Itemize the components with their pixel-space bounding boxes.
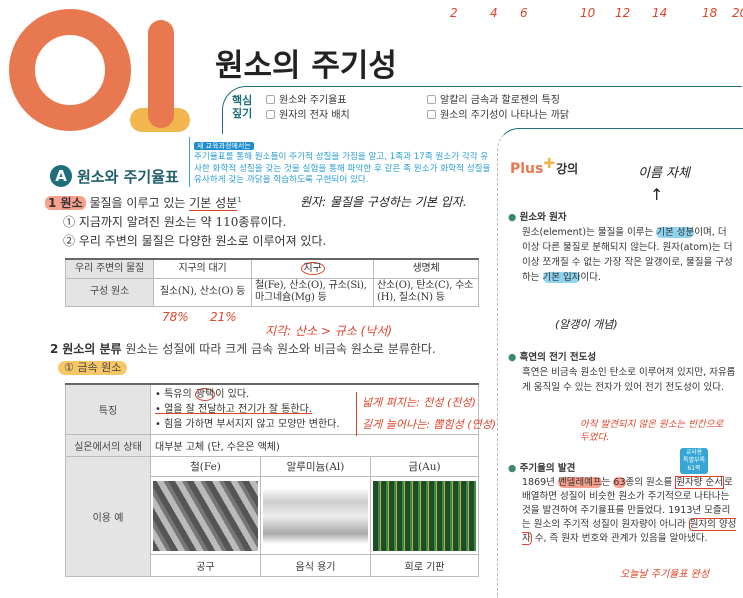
core-item[interactable]: 원자의 전자 배치 — [266, 108, 350, 123]
section-heading: A 원소와 주기율표 — [50, 165, 179, 187]
plus-note-1: ● 원소와 원자 원소(element)는 물질을 이루는 기본 성분이며, 더… — [508, 212, 733, 283]
section-badge: A — [50, 165, 72, 187]
handwritten-undiscovered-note: 아직 발견되지 않은 원소는 빈칸으로 두었다. — [580, 419, 724, 443]
metal-table: 특징 • 특유의 광택이 있다. • 열을 잘 전달하고 전기가 잘 통한다. … — [65, 383, 480, 577]
core-list-right: 알칼리 금속과 할로젠의 특징 원소의 주기성이 나타나는 까닭 — [427, 93, 569, 123]
handwritten-particle-note: (알갱이 개념) — [555, 318, 618, 331]
food-container-image — [263, 480, 368, 551]
metal-subheading: ① 금속 원소 — [58, 361, 128, 375]
page-title: 원소의 주기성 — [215, 48, 397, 84]
tools-image — [153, 480, 258, 551]
circuit-board-image — [373, 480, 477, 551]
core-item[interactable]: 원소와 주기율표 — [266, 93, 350, 108]
plus-note-3: ● 주기율의 발견 1869년 멘델레예프는 63종의 원소를 원자량 순서로 … — [508, 463, 737, 545]
plus-note-2: ● 흑연의 전기 전도성 흑연은 비금속 원소인 탄소로 이루어져 있지만, 자… — [508, 352, 736, 393]
side-column-border — [497, 128, 743, 598]
item1-points: ① 지금까지 알려진 원소는 약 110종류이다. ② 우리 주변의 물질은 다양… — [63, 215, 327, 248]
handwritten-name-itself: 이름 자체 — [638, 166, 690, 181]
teacher-supplement-badge: 교사용 특별부록 61쪽 — [680, 448, 708, 474]
item2-heading: 2 원소의 분류 원소는 성질에 따라 크게 금속 원소와 비금속 원소로 분류… — [50, 342, 436, 356]
handwritten-oxygen-percent: 21% — [210, 310, 237, 324]
item1-definition: 1 원소 물질을 이루고 있는 기본 성분1 — [45, 194, 242, 211]
handwritten-complete-note: 오늘날 주기율표 완성 — [620, 569, 710, 580]
chapter-number-logo — [9, 9, 190, 132]
composition-table: 우리 주변의 물질 지구의 대기 지구 생명체 구성 원소 질소(N), 산소(O) 등… — [65, 258, 479, 307]
core-list-left: 원소와 주기율표 원자의 전자 배치 — [266, 93, 350, 123]
handwritten-number-line: 2461012141820 — [450, 6, 743, 20]
curriculum-tag: 새 교육과정에서는 — [194, 142, 254, 150]
handwritten-atom-definition: 원자: 물질을 구성하는 기본 입자. — [300, 195, 467, 209]
handwritten-nitrogen-percent: 78% — [162, 310, 189, 324]
handwritten-arrow-icon: ↑ — [650, 185, 664, 204]
curriculum-note: 새 교육과정에서는 주기율표를 통해 원소들이 주기적 성질을 가짐을 알고, … — [189, 137, 495, 187]
handwritten-crust-note: 지각: 산소 > 규소 (낙서) — [265, 324, 393, 338]
core-label: 핵심 짚기 — [232, 94, 253, 120]
plus-lecture-logo: Plus ✚ 강의 — [510, 155, 579, 177]
handwritten-malleability-note: 넓게 펴지는: 전성 (전성) 길게 늘어나는: 뽑힘성 (연성) — [356, 392, 496, 436]
core-item[interactable]: 알칼리 금속과 할로젠의 특징 — [427, 93, 569, 108]
core-item[interactable]: 원소의 주기성이 나타나는 까닭 — [427, 108, 569, 123]
core-box — [222, 86, 742, 134]
